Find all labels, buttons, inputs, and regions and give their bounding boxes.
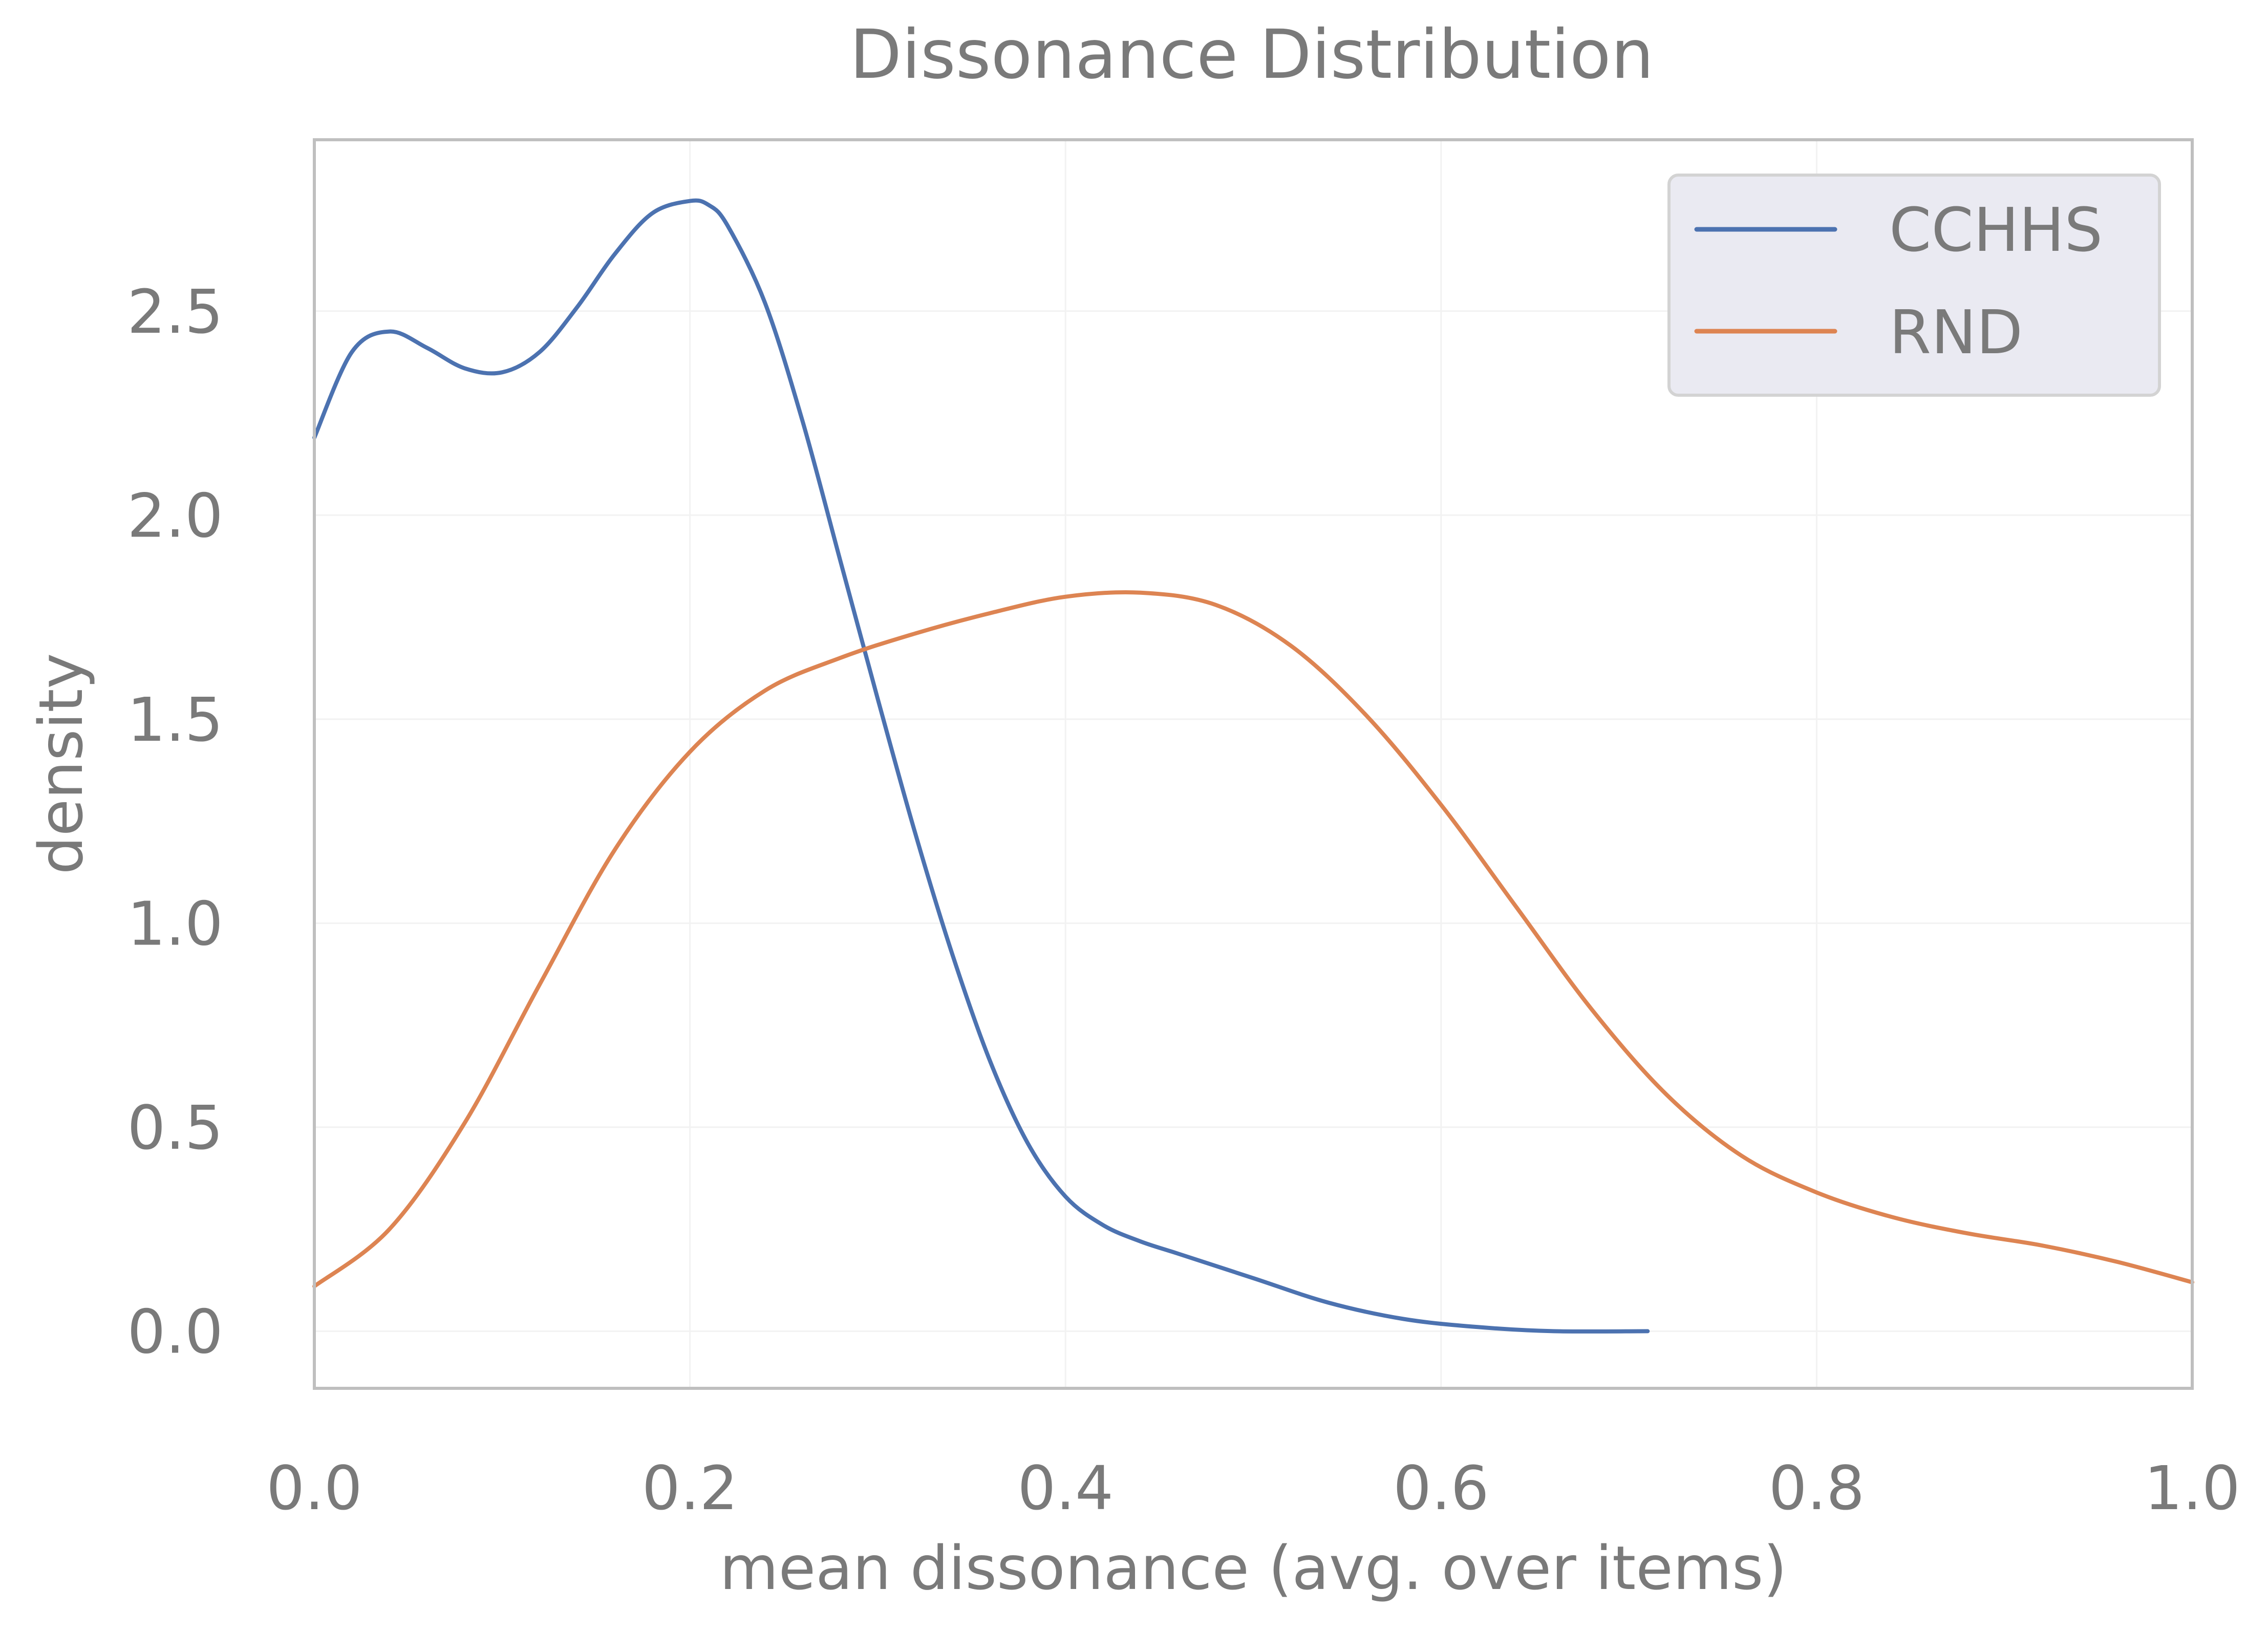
plot-frame	[313, 138, 2194, 1390]
y-axis-label: density	[26, 653, 96, 875]
legend-label-rnd: RND	[1889, 297, 2023, 368]
x-tick-label: 0.6	[1393, 1453, 1489, 1523]
x-tick-label: 0.2	[642, 1453, 738, 1523]
series-lines	[312, 198, 2194, 1334]
legend: CCHHS RND	[1667, 174, 2161, 397]
y-tick-label: 2.5	[127, 276, 223, 347]
grid-lines	[313, 140, 2193, 1388]
series-line-rnd	[312, 590, 2194, 1289]
x-tick-label: 0.4	[1017, 1453, 1114, 1523]
y-tick-label: 0.0	[127, 1296, 223, 1367]
chart-title: Dissonance Distribution	[850, 15, 1654, 94]
x-tick-label: 0.0	[266, 1453, 362, 1523]
y-tick-label: 0.5	[127, 1092, 223, 1163]
x-axis-ticks: 0.0 0.2 0.4 0.6 0.8 1.0	[266, 1453, 2240, 1523]
y-tick-label: 1.5	[127, 684, 223, 755]
x-axis-label: mean dissonance (avg. over items)	[720, 1533, 1787, 1603]
y-tick-label: 1.0	[127, 888, 223, 959]
y-axis-ticks: 0.0 0.5 1.0 1.5 2.0 2.5	[127, 276, 223, 1367]
x-tick-label: 0.8	[1769, 1453, 1865, 1523]
series-line-cchhs	[312, 198, 1650, 1334]
y-tick-label: 2.0	[127, 480, 223, 551]
legend-label-cchhs: CCHHS	[1889, 195, 2103, 265]
x-tick-label: 1.0	[2144, 1453, 2240, 1523]
